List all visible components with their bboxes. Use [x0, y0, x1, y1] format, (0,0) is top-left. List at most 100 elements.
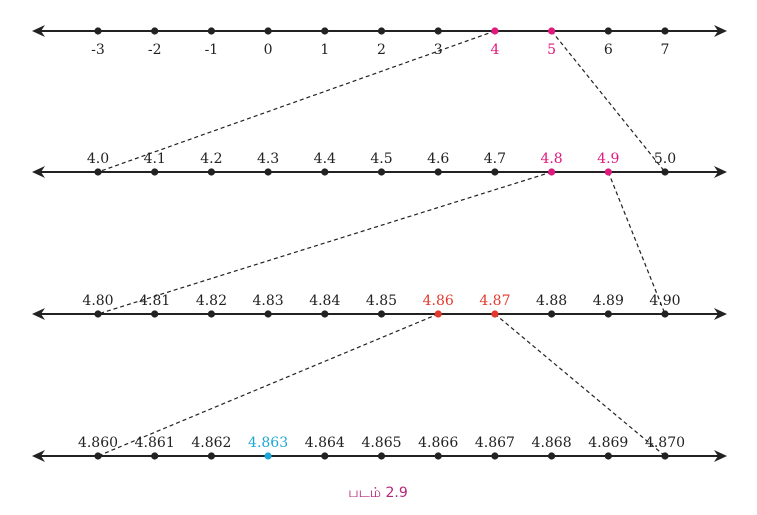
number-lines: -3 -2 -1 0 1 2 3 4 5 6 74.0 4.1 4.2 4.3 4.4 4.5 4.6 4.7 4.…	[32, 25, 727, 462]
arrow-left-icon	[32, 450, 45, 462]
tick-point	[151, 168, 159, 176]
tick-point	[604, 168, 612, 176]
tick-point	[321, 168, 329, 176]
tick-point	[321, 310, 329, 318]
tick-label: -3	[91, 42, 105, 58]
tick-label: 4.865	[361, 435, 401, 451]
tick-label: 4.864	[305, 435, 345, 451]
tick-label: 4.861	[135, 435, 175, 451]
tick-point	[661, 452, 669, 460]
tick-point	[491, 27, 499, 35]
arrow-left-icon	[32, 308, 45, 320]
tick-point	[604, 310, 612, 318]
arrow-left-icon	[32, 25, 45, 37]
tick-label: 4.0	[87, 151, 109, 167]
tick-point	[264, 27, 272, 35]
tick-label: 4.90	[649, 293, 680, 309]
tick-label: 4.86	[423, 293, 454, 309]
tick-point	[321, 27, 329, 35]
tick-label: 4.860	[78, 435, 118, 451]
tick-point	[264, 310, 272, 318]
tick-label: 4.6	[427, 151, 449, 167]
tick-point	[264, 452, 272, 460]
number-line-3: 4.860 4.861 4.862 4.863 4.864 4.865 4.866 4.867…	[32, 435, 727, 462]
tick-point	[434, 27, 442, 35]
tick-point	[377, 310, 386, 318]
tick-point	[548, 27, 556, 35]
tick-point	[548, 452, 556, 460]
tick-label: 3	[434, 42, 443, 58]
tick-point	[377, 452, 386, 460]
tick-point	[207, 452, 215, 460]
tick-label: 4.9	[597, 151, 619, 167]
tick-label: 6	[604, 42, 613, 58]
tick-point	[377, 168, 386, 176]
tick-point	[377, 27, 386, 35]
number-line-2: 4.80 4.81 4.82 4.83 4.84 4.85 4.86 4.87 4.88 4.89…	[32, 293, 727, 320]
tick-label: 4.89	[593, 293, 624, 309]
tick-label: 4.5	[370, 151, 392, 167]
tick-label: 0	[264, 42, 273, 58]
arrow-right-icon	[714, 308, 727, 320]
tick-point	[491, 452, 499, 460]
tick-label: 4.2	[200, 151, 222, 167]
tick-point	[321, 452, 329, 460]
arrow-right-icon	[714, 25, 727, 37]
zoom-connector-0	[97, 30, 496, 173]
tick-point	[94, 27, 102, 35]
tick-point	[264, 168, 272, 176]
zoom-connector-3	[607, 171, 666, 315]
tick-label: 4.862	[191, 435, 231, 451]
tick-point	[151, 452, 159, 460]
tick-label: 4.3	[257, 151, 279, 167]
tick-label: 4.7	[484, 151, 506, 167]
tick-label: 4.85	[366, 293, 397, 309]
tick-point	[491, 310, 499, 318]
tick-label: 4.866	[418, 435, 458, 451]
tick-point	[94, 168, 102, 176]
tick-label: 4.863	[248, 435, 288, 451]
tick-label: 4.81	[139, 293, 170, 309]
tick-point	[548, 310, 556, 318]
arrow-right-icon	[714, 450, 727, 462]
tick-point	[491, 168, 499, 176]
tick-label: 4.88	[536, 293, 567, 309]
tick-point	[434, 168, 442, 176]
tick-point	[151, 310, 159, 318]
tick-label: 1	[320, 42, 329, 58]
tick-label: 4.867	[475, 435, 515, 451]
tick-label: 4.870	[645, 435, 685, 451]
number-line-0: -3 -2 -1 0 1 2 3 4 5 6 7	[32, 25, 727, 58]
tick-point	[207, 168, 215, 176]
arrow-right-icon	[714, 166, 727, 178]
tick-point	[661, 27, 669, 35]
tick-point	[661, 168, 669, 176]
tick-label: 4.84	[309, 293, 340, 309]
tick-label: 2	[377, 42, 386, 58]
tick-point	[434, 452, 442, 460]
zoom-connector-2	[97, 171, 552, 315]
figure-caption: படம் 2.9	[348, 485, 408, 501]
zoom-connectors	[97, 30, 666, 457]
zoom-connector-5	[494, 313, 666, 457]
tick-label: 7	[661, 42, 670, 58]
tick-label: 4.868	[532, 435, 572, 451]
tick-label: -2	[148, 42, 162, 58]
tick-label: 4.82	[196, 293, 227, 309]
tick-label: 4.1	[144, 151, 166, 167]
number-line-1: 4.0 4.1 4.2 4.3 4.4 4.5 4.6 4.7 4.8 4.9 5.0	[32, 151, 727, 178]
tick-point	[94, 310, 102, 318]
tick-label: -1	[205, 42, 219, 58]
tick-label: 4.87	[479, 293, 510, 309]
tick-point	[207, 27, 215, 35]
tick-label: 4	[490, 42, 499, 58]
tick-label: 4.8	[540, 151, 562, 167]
tick-point	[434, 310, 442, 318]
tick-point	[661, 310, 669, 318]
tick-point	[94, 452, 102, 460]
tick-label: 5	[547, 42, 556, 58]
tick-point	[604, 452, 612, 460]
zoom-connector-1	[551, 30, 666, 173]
tick-label: 4.83	[253, 293, 284, 309]
